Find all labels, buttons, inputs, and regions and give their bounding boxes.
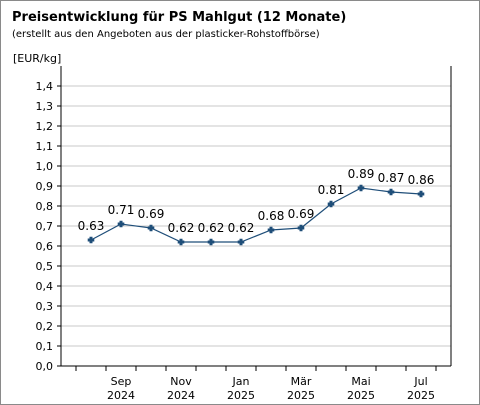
data-point-marker (87, 236, 95, 244)
data-point-marker (267, 226, 275, 234)
series (87, 184, 425, 246)
data-point-marker (207, 238, 215, 246)
x-tick-label-month: Sep (111, 375, 132, 388)
data-label: 0.62 (168, 221, 195, 235)
grid (61, 85, 451, 347)
series-line (90, 187, 422, 243)
y-tick-label: 0,4 (36, 280, 54, 293)
y-tick-label: 1,2 (36, 120, 54, 133)
data-point-marker (117, 220, 125, 228)
x-tick-label-month: Jan (232, 375, 250, 388)
y-tick-label: 1,4 (36, 80, 54, 93)
data-label: 0.89 (348, 167, 375, 181)
y-tick-label: 1,1 (36, 140, 54, 153)
data-point-marker (327, 200, 335, 208)
data-point-marker (387, 188, 395, 196)
axes: 0,0 0,1 0,2 0,3 0,4 0,5 0,6 0,7 0,8 0,9 1,0 1,1 1,2 1… (36, 66, 452, 402)
chart-title: Preisentwicklung für PS Mahlgut (12 Mona… (12, 10, 347, 25)
x-tick-label-year: 2024 (107, 389, 135, 402)
x-tick-label-month: Mai (351, 375, 370, 388)
y-tick-label: 1,3 (36, 100, 54, 113)
y-tick-label: 0,0 (36, 360, 54, 373)
data-label: 0.63 (78, 219, 105, 233)
y-axis-label: [EUR/kg] (13, 52, 61, 65)
data-point-marker (237, 238, 245, 246)
y-tick-label: 0,1 (36, 340, 54, 353)
data-label: 0.69 (138, 207, 165, 221)
y-tick-label: 0,7 (36, 220, 54, 233)
data-label: 0.71 (108, 203, 135, 217)
y-tick-label: 0,6 (36, 240, 54, 253)
data-label: 0.62 (198, 221, 225, 235)
data-point-marker (357, 184, 365, 192)
data-label: 0.87 (378, 171, 405, 185)
x-tick-label-year: 2025 (347, 389, 375, 402)
data-point-marker (417, 190, 425, 198)
data-label: 0.81 (318, 183, 345, 197)
data-label: 0.68 (258, 209, 285, 223)
data-point-marker (177, 238, 185, 246)
data-labels: 0.630.71 0.690.62 0.62 0.620.68 0.690.810.89… (78, 167, 435, 235)
y-tick-label: 0,5 (36, 260, 54, 273)
x-tick-label-year: 2025 (407, 389, 435, 402)
x-tick-label-month: Nov (170, 375, 192, 388)
y-tick-label: 0,2 (36, 320, 54, 333)
data-point-marker (147, 224, 155, 232)
data-label: 0.69 (288, 207, 315, 221)
data-point-marker (297, 224, 305, 232)
x-tick-label-month: Jul (413, 375, 427, 388)
x-tick-label-year: 2025 (287, 389, 315, 402)
x-tick-label-year: 2025 (227, 389, 255, 402)
data-label: 0.86 (408, 173, 435, 187)
y-tick-label: 1,0 (36, 160, 54, 173)
data-label: 0.62 (228, 221, 255, 235)
y-tick-label: 0,3 (36, 300, 54, 313)
x-tick-label-month: Mär (291, 375, 312, 388)
y-tick-label: 0,8 (36, 200, 54, 213)
x-tick-label-year: 2024 (167, 389, 195, 402)
y-tick-label: 0,9 (36, 180, 54, 193)
chart-subtitle: (erstellt aus den Angeboten aus der plas… (12, 29, 320, 40)
